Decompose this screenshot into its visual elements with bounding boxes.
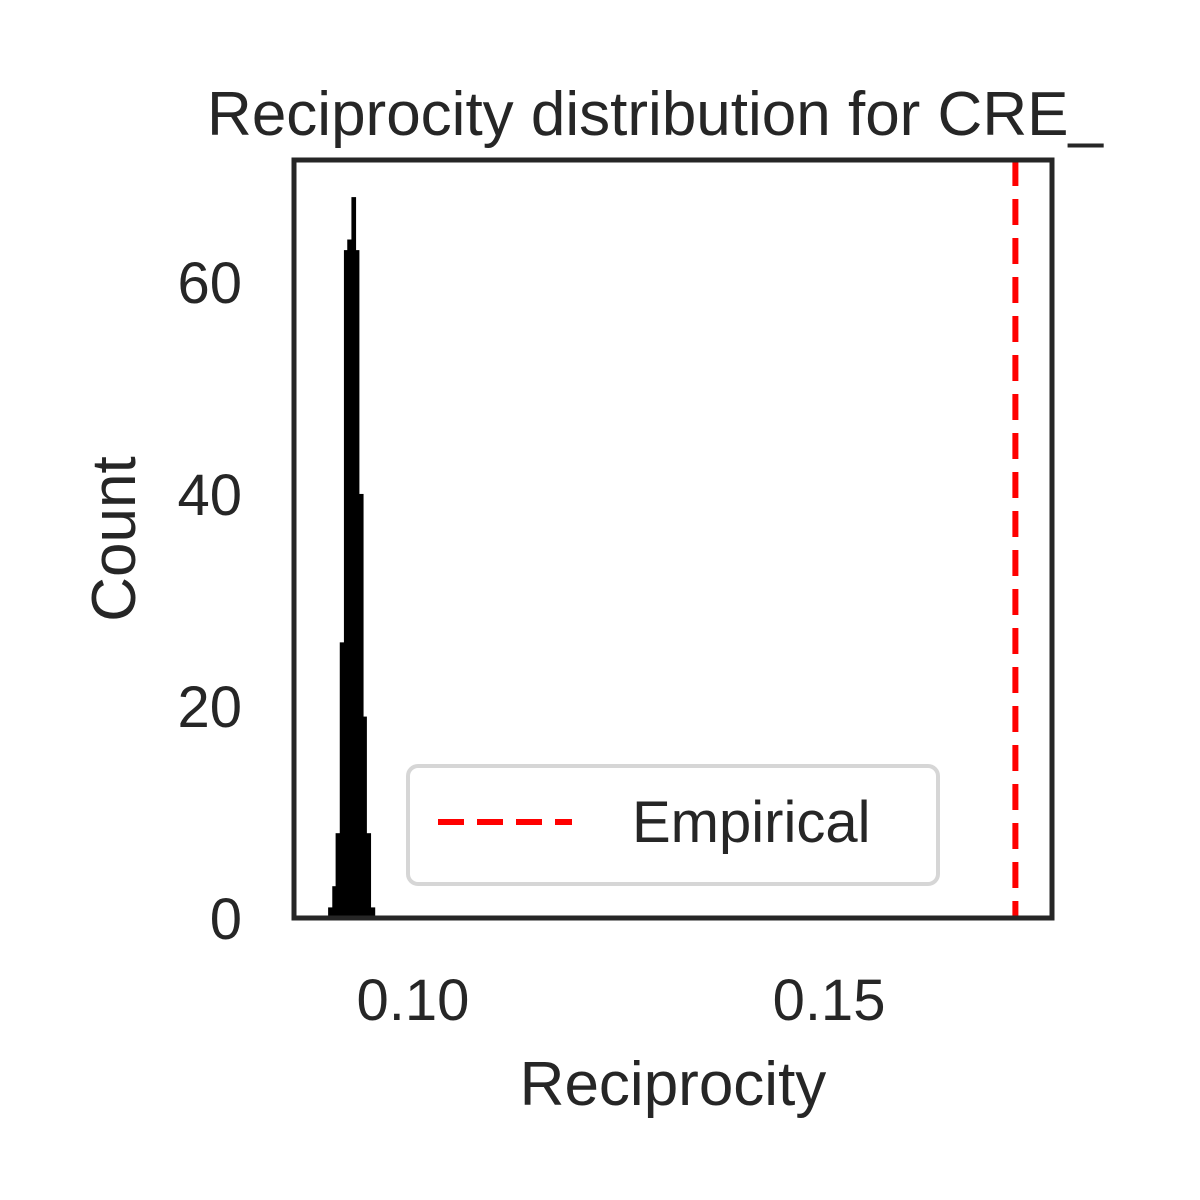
histogram-bar — [335, 833, 341, 918]
legend: Empirical — [406, 764, 940, 886]
legend-label-empirical: Empirical — [632, 790, 871, 855]
x-tick-label: 0.10 — [357, 968, 470, 1033]
histogram-bar — [363, 716, 367, 918]
histogram-bar — [366, 833, 372, 918]
histogram-bars — [328, 197, 376, 919]
histogram-bar — [332, 886, 337, 918]
y-axis-label: Count — [80, 456, 149, 621]
histogram-bar — [339, 642, 345, 918]
histogram-bar — [343, 250, 348, 919]
y-tick-label: 20 — [177, 675, 242, 740]
histogram-bar — [351, 197, 357, 919]
histogram-bar — [355, 250, 360, 919]
histogram-bar — [358, 493, 364, 918]
x-tick-label: 0.15 — [773, 968, 886, 1033]
y-tick-label: 60 — [177, 251, 242, 316]
x-axis-ticks: 0.10 0.15 — [357, 968, 886, 1033]
histogram-bar — [347, 239, 352, 918]
histogram-bar — [370, 907, 376, 918]
chart-title: Reciprocity distribution for CRE_ — [207, 80, 1104, 149]
histogram-bar — [328, 907, 333, 918]
y-tick-label: 0 — [210, 887, 242, 952]
plot-frame — [291, 157, 1055, 921]
legend-box — [406, 764, 940, 886]
y-axis-ticks: 0 20 40 60 — [177, 251, 242, 952]
x-axis-label: Reciprocity — [520, 1050, 827, 1119]
y-tick-label: 40 — [177, 463, 242, 528]
